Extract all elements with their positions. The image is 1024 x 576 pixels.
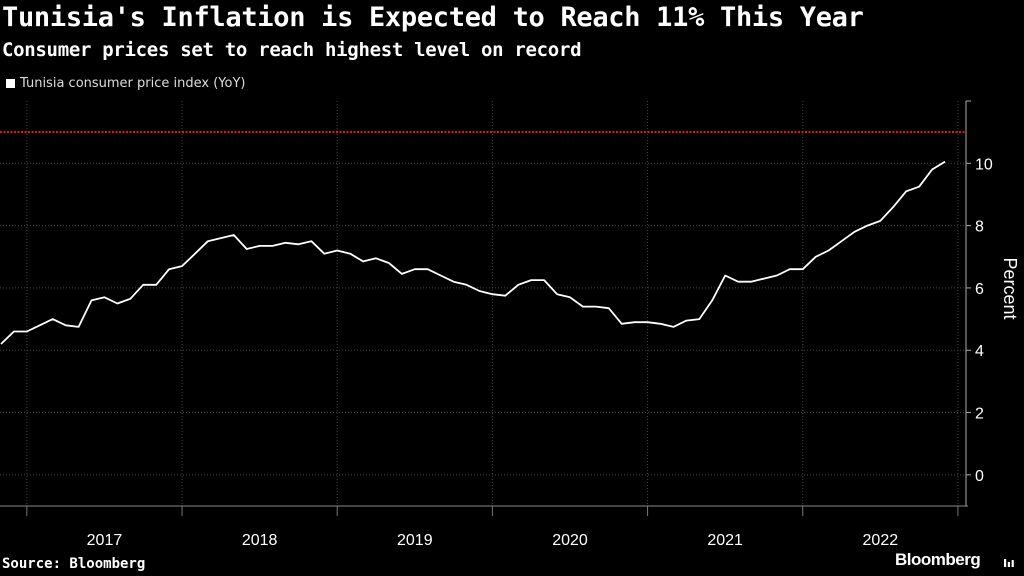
x-tick-label: 2021 — [707, 532, 743, 549]
x-tick-label: 2019 — [397, 532, 433, 549]
x-tick-label: 2017 — [87, 532, 123, 549]
y-axis-title: Percent — [1000, 257, 1020, 319]
chart-title: Tunisia's Inflation is Expected to Reach… — [2, 2, 864, 33]
x-tick-label: 2018 — [242, 532, 278, 549]
legend: Tunisia consumer price index (YoY) — [6, 76, 245, 91]
brand-logo: Bloomberg — [895, 550, 981, 569]
legend-label: Tunisia consumer price index (YoY) — [20, 76, 246, 91]
series-line-cpi — [0, 160, 946, 345]
y-tick-label: 4 — [975, 343, 984, 360]
y-tick-label: 8 — [975, 219, 984, 236]
y-tick-label: 0 — [975, 468, 984, 485]
legend-swatch — [6, 79, 15, 88]
x-tick-label: 2020 — [552, 532, 588, 549]
source-note: Source: Bloomberg — [2, 556, 146, 572]
chart-subtitle: Consumer prices set to reach highest lev… — [2, 39, 582, 61]
y-tick-label: 10 — [975, 156, 993, 173]
x-tick-label: 2022 — [863, 532, 899, 549]
y-tick-label: 6 — [975, 281, 984, 298]
y-tick-label: 2 — [975, 406, 984, 423]
brand-icon — [1004, 559, 1014, 567]
